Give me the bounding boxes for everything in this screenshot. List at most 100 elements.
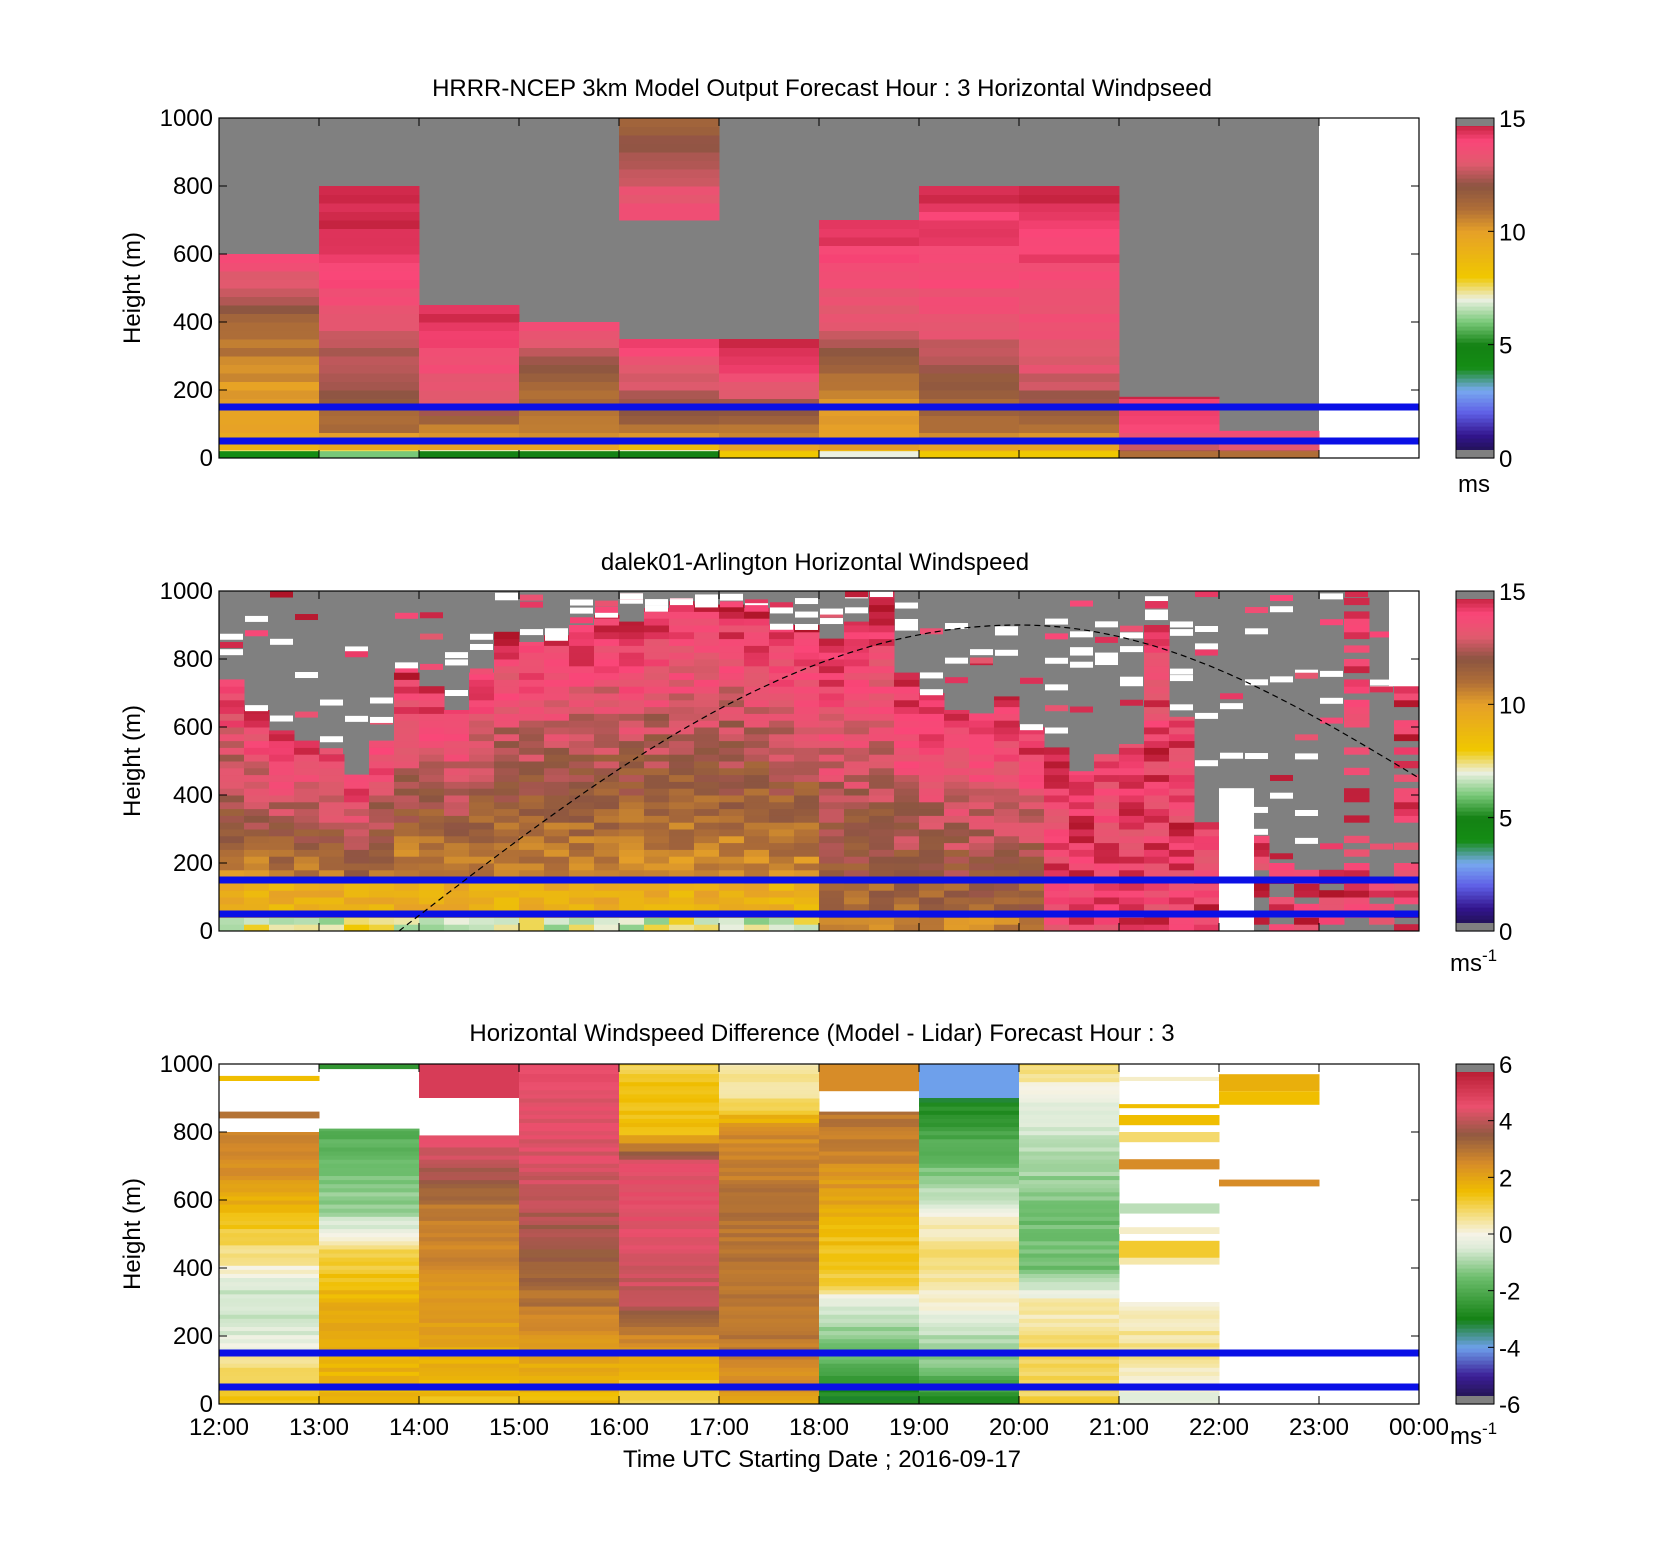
lidar-cell: [569, 842, 595, 850]
lidar-cell: [844, 720, 870, 728]
model-cell: [1119, 398, 1220, 408]
lidar-cell: [994, 774, 1020, 782]
lidar-sparse-cell: [920, 628, 943, 635]
lidar-cell: [1144, 842, 1170, 850]
lidar-cell: [644, 849, 670, 857]
model-cell: [219, 305, 320, 314]
lidar-cell: [1394, 808, 1420, 816]
lidar-cell: [1119, 863, 1145, 871]
difference-cell: [1019, 1330, 1120, 1336]
lidar-cell: [269, 829, 295, 837]
lidar-cell: [544, 863, 570, 871]
colorbar-cell: [1456, 779, 1494, 784]
difference-cell: [619, 1334, 720, 1340]
lidar-cell: [494, 856, 520, 864]
lidar-cell: [1319, 890, 1345, 898]
lidar-cell: [269, 795, 295, 803]
model-cell: [619, 169, 720, 178]
lidar-cell: [719, 924, 745, 932]
colorbar-cell: [1456, 374, 1494, 379]
difference-cell: [619, 1281, 720, 1287]
lidar-cell: [244, 917, 270, 925]
difference-cell: [919, 1118, 1020, 1123]
lidar-sparse-cell: [1270, 774, 1293, 781]
lidar-cell: [1294, 903, 1320, 912]
lidar-cell: [569, 801, 595, 810]
colorbar-cell: [1456, 795, 1494, 800]
lidar-cell: [794, 659, 820, 667]
colorbar-cell: [1456, 1316, 1494, 1321]
lidar-cell: [1069, 835, 1095, 844]
difference-cell: [819, 1204, 920, 1209]
lidar-cell: [394, 924, 420, 932]
lidar-cell: [294, 903, 320, 912]
lidar-cell: [369, 808, 395, 816]
difference-cell: [619, 1326, 720, 1332]
lidar-cell: [544, 733, 570, 742]
lidar-cell: [794, 788, 820, 796]
colorbar-cell: [1456, 1256, 1494, 1261]
x-tick-label: 14:00: [389, 1414, 449, 1441]
lidar-cell: [319, 781, 345, 789]
model-cell-surface: [1019, 451, 1120, 458]
y-tick-label: 0: [200, 1391, 213, 1418]
difference-cell: [1019, 1379, 1120, 1385]
lidar-cell: [1094, 815, 1120, 823]
colorbar-cell: [1456, 819, 1494, 824]
difference-cell: [1019, 1261, 1120, 1266]
lidar-cell: [269, 890, 295, 898]
colorbar-cell: [1456, 154, 1494, 159]
lidar-cell: [944, 849, 970, 857]
lidar-cell: [269, 801, 295, 810]
lidar-cell: [669, 706, 695, 714]
lidar-cell: [269, 903, 295, 912]
lidar-cell: [1019, 822, 1045, 830]
difference-cell: [719, 1167, 820, 1172]
colorbar-cell: [1456, 1312, 1494, 1317]
lidar-cell: [944, 815, 970, 823]
lidar-cell: [819, 727, 845, 735]
lidar-cell: [644, 781, 670, 789]
lidar-cell: [819, 747, 845, 755]
difference-cell: [219, 1297, 320, 1303]
lidar-cell: [1019, 740, 1045, 748]
panel-model-ylabel: Height (m): [119, 232, 146, 344]
lidar-cell: [294, 754, 320, 762]
colorbar-cell: [1456, 843, 1494, 848]
difference-cell: [219, 1310, 320, 1315]
difference-cell: [419, 1261, 520, 1266]
colorbar-tick-label: -4: [1499, 1335, 1520, 1362]
lidar-cell: [344, 890, 370, 898]
colorbar-cell: [1456, 1160, 1494, 1165]
colorbar-cell: [1456, 1300, 1494, 1305]
lidar-cell: [519, 754, 545, 762]
lidar-cell: [244, 829, 270, 837]
lidar-cell: [1169, 883, 1195, 891]
lidar-sparse-cell: [1195, 712, 1218, 719]
difference-cell: [519, 1265, 620, 1270]
model-cell: [319, 245, 420, 255]
lidar-cell: [1144, 869, 1170, 878]
lidar-sparse-cell: [370, 716, 393, 723]
lidar-cell: [294, 822, 320, 830]
lidar-cell: [1244, 890, 1270, 898]
lidar-cell: [1094, 903, 1120, 912]
model-cell: [419, 424, 520, 433]
colorbar-frame: [1455, 590, 1495, 932]
difference-cell: [919, 1204, 1020, 1209]
lidar-cell: [594, 761, 620, 769]
lidar-cell: [744, 801, 770, 810]
lidar-sparse-cell: [1145, 614, 1168, 621]
model-cell: [1119, 415, 1220, 425]
colorbar-cell: [1456, 727, 1494, 732]
difference-cell: [319, 1269, 420, 1274]
difference-cell: [719, 1163, 820, 1168]
y-tick-label: 800: [173, 646, 213, 673]
difference-cell: [619, 1318, 720, 1323]
model-cell: [1019, 211, 1120, 221]
difference-cell: [619, 1110, 720, 1115]
lidar-cell: [519, 815, 545, 823]
lidar-cell: [419, 754, 445, 762]
difference-cell: [219, 1134, 320, 1140]
